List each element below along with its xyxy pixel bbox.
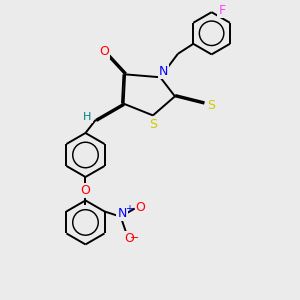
Text: N: N: [158, 65, 168, 78]
Text: N: N: [117, 207, 127, 220]
Text: S: S: [149, 118, 157, 131]
Text: O: O: [136, 200, 146, 214]
Text: F: F: [218, 4, 225, 17]
Text: +: +: [125, 204, 133, 214]
Text: −: −: [130, 233, 140, 243]
Text: S: S: [207, 99, 215, 112]
Text: O: O: [99, 45, 109, 58]
Text: H: H: [83, 112, 92, 122]
Text: O: O: [124, 232, 134, 245]
Text: O: O: [80, 184, 90, 197]
